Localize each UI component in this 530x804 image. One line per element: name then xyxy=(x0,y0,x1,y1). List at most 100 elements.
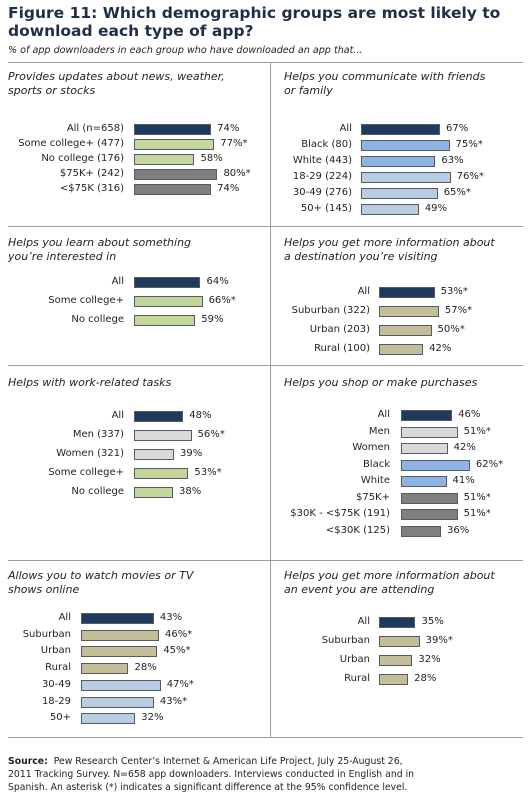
bar-label: All xyxy=(111,410,124,421)
bar-label: Suburban (322) xyxy=(291,305,370,316)
bar xyxy=(401,426,458,438)
chart-title-5: Helps with work-related tasks xyxy=(8,376,238,390)
chart-title-8-line-2: an event you are attending xyxy=(284,583,435,596)
bar-value-label: 39%* xyxy=(425,635,453,646)
bar-value-label: 53%* xyxy=(194,467,222,478)
bar xyxy=(379,617,416,628)
bar-label: 30-49 (276) xyxy=(292,187,352,198)
row-divider-3 xyxy=(8,560,523,561)
top-divider xyxy=(8,62,523,63)
bar xyxy=(379,325,432,336)
bar-label: Suburban xyxy=(321,635,370,646)
bar-value-label: 76%* xyxy=(456,171,484,182)
bar-label: 30-49 xyxy=(41,678,71,690)
bar xyxy=(401,410,453,421)
bar-value-label: 28% xyxy=(414,673,437,684)
bar-value-label: 45%* xyxy=(163,645,191,657)
chart-title-6: Helps you shop or make purchases xyxy=(284,376,514,390)
bar-value-label: 62%* xyxy=(475,458,504,470)
bar-label: Black (80) xyxy=(301,139,352,150)
chart-title-1-line-1: Provides updates about news, weather, xyxy=(8,70,225,83)
source-line-2: 2011 Tracking Survey. N=658 app download… xyxy=(8,769,415,780)
bar-label: $75K+ xyxy=(355,491,390,503)
bar xyxy=(134,154,195,165)
bar-value-label: 74% xyxy=(217,183,240,194)
bar-label: All xyxy=(357,286,370,297)
chart-title-2-line-2: or family xyxy=(284,84,333,97)
bar-value-label: 43%* xyxy=(159,695,188,707)
bar xyxy=(134,296,203,307)
chart-title-5-line-1: Helps with work-related tasks xyxy=(8,376,172,389)
bar-value-label: 32% xyxy=(141,712,164,724)
bar-label: Women (321) xyxy=(56,448,124,459)
source-note: Source: Pew Research Center’s Internet &… xyxy=(8,755,523,794)
bar xyxy=(134,449,175,460)
bar xyxy=(401,525,441,537)
bar-label: 50+ xyxy=(49,712,71,724)
bar-value-label: 63% xyxy=(441,155,464,166)
bar-value-label: 32% xyxy=(418,654,441,665)
bar xyxy=(401,509,458,520)
bar-label: Men xyxy=(368,425,390,437)
bar-value-label: 51%* xyxy=(463,491,491,503)
bar xyxy=(81,713,136,725)
figure-title-line-1: Figure 11: Which demographic groups are … xyxy=(8,4,501,22)
chart-title-7-line-2: shows online xyxy=(8,583,80,596)
bar-value-label: 51%* xyxy=(463,508,491,519)
bar-value-label: 67% xyxy=(446,123,469,134)
bar xyxy=(81,646,158,658)
bar xyxy=(134,487,174,498)
bar-value-label: 58% xyxy=(200,153,223,164)
bar xyxy=(81,696,154,708)
bar-value-label: 64% xyxy=(206,276,229,287)
bar-label: Urban xyxy=(40,645,71,657)
bar-value-label: 50%* xyxy=(437,324,465,335)
bar xyxy=(401,443,448,454)
bar-label: Urban (203) xyxy=(309,324,370,335)
bar-label: All xyxy=(377,409,390,420)
bar xyxy=(401,492,458,504)
bar xyxy=(401,476,447,487)
bar-value-label: 75%* xyxy=(455,139,483,150)
row-divider-2 xyxy=(8,365,523,366)
bar-label: Some college+ xyxy=(48,467,124,478)
bar xyxy=(134,411,184,422)
bar-label: Suburban xyxy=(22,628,71,640)
bar-label: Black xyxy=(362,458,390,470)
bar xyxy=(361,204,419,215)
bar xyxy=(361,172,451,183)
chart-title-7: Allows you to watch movies or TV shows on… xyxy=(8,569,238,597)
chart-title-3-line-2: you’re interested in xyxy=(8,250,117,263)
bar xyxy=(361,156,436,167)
bar-label: Men (337) xyxy=(72,429,124,440)
bar-label: <$30K (125) xyxy=(325,524,390,536)
bar-value-label: 59% xyxy=(201,314,224,325)
chart-title-3: Helps you learn about something you’re in… xyxy=(8,236,238,264)
chart-title-4: Helps you get more information about a de… xyxy=(284,236,514,264)
chart-title-2-line-1: Helps you communicate with friends xyxy=(284,70,486,83)
bar-label: 18-29 xyxy=(41,695,71,707)
chart-title-1: Provides updates about news, weather, spo… xyxy=(8,70,238,98)
chart-title-3-line-1: Helps you learn about something xyxy=(8,236,192,249)
bar-label: All xyxy=(339,123,352,134)
bar-label: <$75K (316) xyxy=(59,183,124,194)
bar xyxy=(379,655,413,666)
bar xyxy=(134,169,218,180)
bar xyxy=(401,459,470,471)
bar-label: White (443) xyxy=(292,155,352,166)
bar xyxy=(361,124,441,135)
bar xyxy=(134,430,192,441)
source-label: Source: xyxy=(8,756,48,767)
bar-label: All (n=658) xyxy=(66,123,124,134)
figure-title-line-2: download each type of app? xyxy=(8,22,254,40)
bar-value-label: 39% xyxy=(180,448,203,459)
bar-label: 50+ (145) xyxy=(300,203,352,214)
row-divider-1 xyxy=(8,226,523,227)
column-divider xyxy=(270,62,271,737)
source-line-1: Pew Research Center’s Internet & America… xyxy=(53,756,403,767)
bar-label: 18-29 (224) xyxy=(292,171,352,182)
chart-title-2: Helps you communicate with friends or fam… xyxy=(284,70,514,98)
bar xyxy=(134,139,215,150)
bar-value-label: 80%* xyxy=(223,168,251,179)
